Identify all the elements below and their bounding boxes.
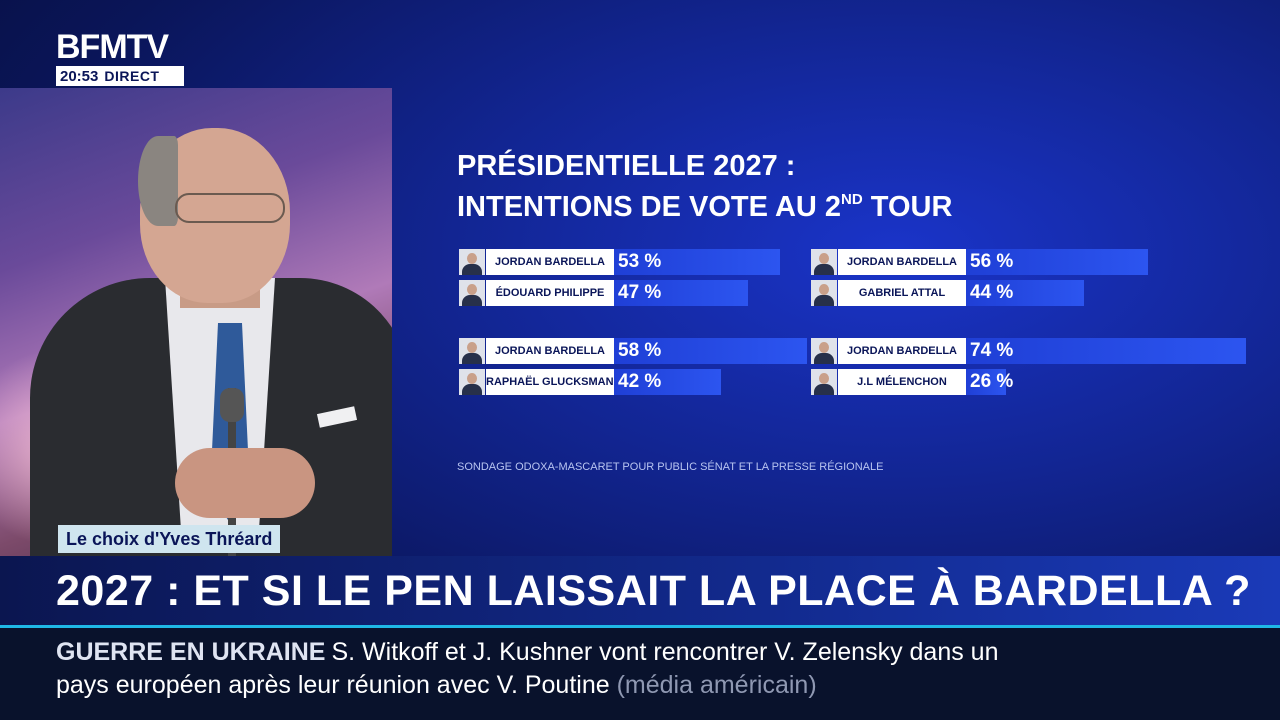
vote-percentage: 56 % bbox=[970, 251, 1014, 272]
vote-bar bbox=[966, 249, 1148, 275]
avatar-face bbox=[819, 373, 829, 384]
vote-bar bbox=[966, 338, 1246, 364]
chart-title-line1: PRÉSIDENTIELLE 2027 : bbox=[457, 150, 796, 182]
avatar-face bbox=[467, 284, 477, 295]
avatar-suit bbox=[462, 384, 482, 395]
candidate-name: GABRIEL ATTAL bbox=[838, 280, 966, 306]
avatar-suit bbox=[814, 264, 834, 275]
candidate-name: ÉDOUARD PHILIPPE bbox=[486, 280, 614, 306]
camera-inset bbox=[0, 88, 392, 556]
presenter-glasses bbox=[175, 193, 285, 223]
candidate-name: JORDAN BARDELLA bbox=[838, 249, 966, 275]
avatar-face bbox=[467, 373, 477, 384]
candidate-name: JORDAN BARDELLA bbox=[486, 338, 614, 364]
ticker-source: (média américain) bbox=[616, 671, 817, 699]
candidate-avatar-icon bbox=[811, 249, 837, 275]
channel-name: BFMTV bbox=[56, 28, 169, 66]
avatar-face bbox=[819, 253, 829, 264]
candidate-name: RAPHAËL GLUCKSMANN bbox=[486, 369, 621, 395]
live-label: DIRECT bbox=[104, 68, 160, 84]
vote-percentage: 44 % bbox=[970, 282, 1014, 303]
vote-percentage: 26 % bbox=[970, 371, 1014, 392]
ticker-tag: GUERRE EN UKRAINE bbox=[56, 638, 326, 666]
avatar-suit bbox=[814, 353, 834, 364]
microphone-icon bbox=[220, 388, 244, 422]
clock-time: 20:53 bbox=[56, 67, 105, 85]
vote-bar bbox=[966, 280, 1084, 306]
headline-banner: 2027 : ET SI LE PEN LAISSAIT LA PLACE À … bbox=[0, 556, 1280, 626]
avatar-suit bbox=[814, 295, 834, 306]
vote-percentage: 42 % bbox=[618, 371, 662, 392]
headline-text: 2027 : ET SI LE PEN LAISSAIT LA PLACE À … bbox=[56, 567, 1251, 615]
candidate-name: J.L MÉLENCHON bbox=[838, 369, 966, 395]
candidate-avatar-icon bbox=[459, 249, 485, 275]
candidate-name: JORDAN BARDELLA bbox=[486, 249, 614, 275]
headline-divider bbox=[0, 625, 1280, 628]
avatar-face bbox=[467, 342, 477, 353]
candidate-avatar-icon bbox=[811, 280, 837, 306]
ticker-content: GUERRE EN UKRAINE S. Witkoff et J. Kushne… bbox=[56, 636, 1056, 702]
avatar-face bbox=[819, 284, 829, 295]
channel-logo: BFMTV 20:53 DIRECT bbox=[56, 30, 184, 86]
vote-percentage: 74 % bbox=[970, 340, 1014, 361]
avatar-suit bbox=[814, 384, 834, 395]
avatar-face bbox=[819, 342, 829, 353]
vote-percentage: 47 % bbox=[618, 282, 662, 303]
chart-title-line2-end: TOUR bbox=[862, 191, 953, 223]
avatar-suit bbox=[462, 264, 482, 275]
chart-title-line2-main: INTENTIONS DE VOTE AU 2 bbox=[457, 191, 842, 223]
vote-bar bbox=[614, 280, 748, 306]
vote-bar bbox=[614, 338, 807, 364]
presenter-hands bbox=[175, 448, 315, 518]
chart-source: SONDAGE ODOXA-MASCARET POUR PUBLIC SÉNAT… bbox=[457, 461, 884, 473]
avatar-face bbox=[467, 253, 477, 264]
vote-percentage: 58 % bbox=[618, 340, 662, 361]
news-ticker: GUERRE EN UKRAINE S. Witkoff et J. Kushne… bbox=[0, 628, 1280, 720]
vote-percentage: 53 % bbox=[618, 251, 662, 272]
candidate-name: JORDAN BARDELLA bbox=[838, 338, 966, 364]
candidate-avatar-icon bbox=[459, 338, 485, 364]
candidate-avatar-icon bbox=[811, 369, 837, 395]
ticker-text: S. Witkoff et J. Kushner vont rencontrer… bbox=[56, 638, 999, 699]
candidate-avatar-icon bbox=[811, 338, 837, 364]
candidate-avatar-icon bbox=[459, 280, 485, 306]
chart-title-superscript: ND bbox=[841, 191, 863, 208]
avatar-suit bbox=[462, 353, 482, 364]
vote-bar bbox=[614, 249, 780, 275]
clock-bar: 20:53 DIRECT bbox=[56, 66, 184, 86]
candidate-avatar-icon bbox=[459, 369, 485, 395]
avatar-suit bbox=[462, 295, 482, 306]
vote-bar bbox=[614, 369, 721, 395]
chart-title-line2: INTENTIONS DE VOTE AU 2ND TOUR bbox=[457, 183, 1157, 224]
segment-label: Le choix d'Yves Thréard bbox=[58, 525, 281, 553]
vote-bar bbox=[966, 369, 1006, 395]
presenter-hair bbox=[138, 136, 178, 226]
chart-title: PRÉSIDENTIELLE 2027 : INTENTIONS DE VOTE… bbox=[457, 150, 1157, 224]
